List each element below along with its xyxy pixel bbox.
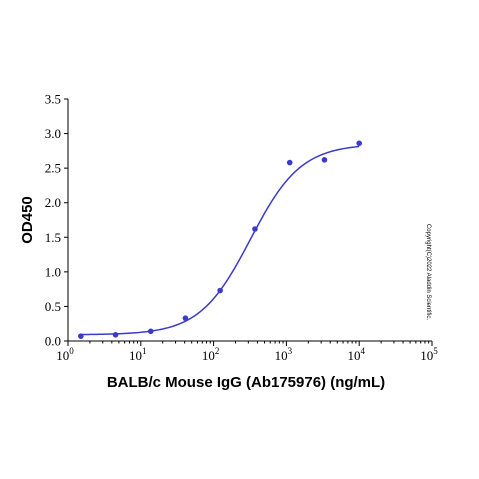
data-point bbox=[321, 157, 328, 163]
data-point bbox=[182, 315, 189, 321]
data-point bbox=[78, 333, 84, 339]
y-tick-label: 3.5 bbox=[45, 92, 61, 107]
x-tick-label: 104 bbox=[347, 346, 365, 363]
data-point bbox=[252, 226, 258, 232]
x-axis-title: BALB/c Mouse IgG (Ab175976) (ng/mL) bbox=[107, 374, 385, 391]
x-axis: 100 101 102 103 104 105 bbox=[56, 340, 438, 363]
x-tick-label: 101 bbox=[129, 346, 147, 363]
data-point bbox=[356, 140, 363, 147]
data-points bbox=[78, 140, 363, 339]
y-tick-label: 2.0 bbox=[45, 195, 61, 210]
data-point bbox=[112, 331, 119, 338]
x-tick-label: 100 bbox=[56, 346, 74, 363]
x-tick-label: 103 bbox=[275, 346, 293, 363]
x-tick-label: 102 bbox=[202, 346, 220, 363]
fit-curve bbox=[80, 145, 360, 336]
y-tick-label: 0.5 bbox=[45, 299, 61, 314]
y-tick-label: 2.5 bbox=[45, 161, 61, 176]
x-tick-label: 105 bbox=[420, 346, 438, 363]
data-point bbox=[147, 328, 154, 335]
copyright-note: Copyright(C)2022 Aladdin Scientific. bbox=[425, 224, 431, 320]
data-point bbox=[217, 287, 223, 294]
y-tick-label: 0.0 bbox=[45, 334, 61, 349]
y-tick-label: 1.0 bbox=[45, 264, 61, 279]
data-point bbox=[286, 159, 293, 166]
y-tick-label: 1.5 bbox=[45, 230, 61, 245]
y-tick-label: 3.0 bbox=[45, 126, 61, 141]
y-axis: 0.0 0.5 1.0 1.5 2.0 2.5 3.0 3.5 bbox=[45, 92, 69, 349]
y-axis-title: OD450 bbox=[19, 196, 36, 244]
